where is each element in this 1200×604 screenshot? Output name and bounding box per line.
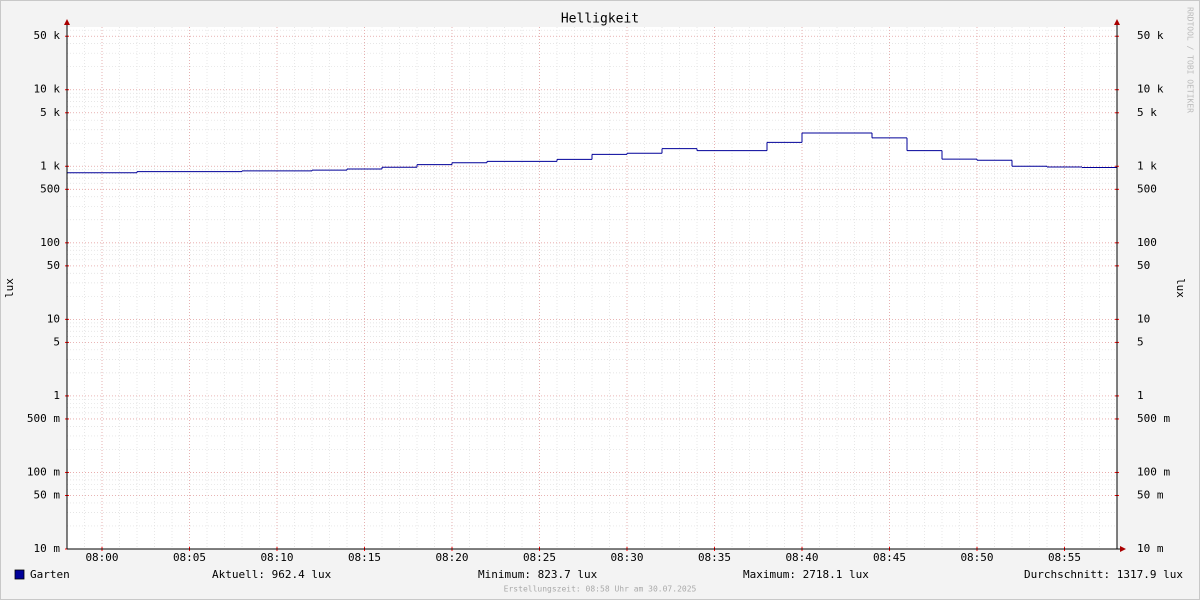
- y-tick-label: 5 k: [40, 106, 60, 119]
- y-tick-label: 50 m: [34, 488, 61, 501]
- y-tick-label: 500 m: [27, 412, 60, 425]
- y-tick-label: 10: [47, 312, 60, 325]
- y-tick-label-right: 100: [1137, 236, 1157, 249]
- grid: [65, 27, 1119, 551]
- x-tick-label: 08:20: [435, 551, 468, 564]
- x-tick-label: 08:40: [785, 551, 818, 564]
- legend-stat: Durchschnitt: 1317.9 lux: [1024, 568, 1183, 581]
- x-tick-label: 08:00: [85, 551, 118, 564]
- y-tick-label-right: 100 m: [1137, 465, 1170, 478]
- y-tick-label-right: 500: [1137, 182, 1157, 195]
- y-tick-label-right: 10 m: [1137, 542, 1164, 555]
- watermark: RRDTOOL / TOBI OETIKER: [1186, 7, 1195, 113]
- x-tick-label: 08:50: [960, 551, 993, 564]
- y-tick-label: 10 k: [34, 83, 61, 96]
- x-tick-label: 08:30: [610, 551, 643, 564]
- x-tick-label: 08:55: [1048, 551, 1081, 564]
- marks: [67, 132, 1117, 174]
- y-tick-label: 1: [53, 389, 60, 402]
- footer: Erstellungszeit: 08:58 Uhr am 30.07.2025: [504, 585, 697, 594]
- y-tick-label-right: 10: [1137, 312, 1150, 325]
- y-tick-label-right: 1 k: [1137, 159, 1157, 172]
- y-tick-label-right: 50 m: [1137, 488, 1164, 501]
- legend-label: Garten: [30, 568, 70, 581]
- y-tick-label-right: 50: [1137, 259, 1150, 272]
- y-tick-label: 10 m: [34, 542, 61, 555]
- y-tick-label-right: 5 k: [1137, 106, 1157, 119]
- y-tick-label-right: 50 k: [1137, 29, 1164, 42]
- x-tick-label: 08:05: [173, 551, 206, 564]
- axis-arrow: [1114, 19, 1120, 25]
- y-axis-label-right: lux: [1174, 278, 1187, 298]
- y-tick-label: 50 k: [34, 29, 61, 42]
- y-tick-label-right: 5: [1137, 335, 1144, 348]
- chart-title: Helligkeit: [561, 12, 639, 27]
- axis-arrow: [1120, 546, 1126, 552]
- y-tick-label: 500: [40, 182, 60, 195]
- legend-stat: Minimum: 823.7 lux: [478, 568, 598, 581]
- y-axis-label: lux: [3, 278, 16, 298]
- legend-stat: Aktuell: 962.4 lux: [212, 568, 332, 581]
- y-tick-label: 100 m: [27, 465, 60, 478]
- x-tick-label: 08:35: [698, 551, 731, 564]
- x-tick-label: 08:45: [873, 551, 906, 564]
- axis-arrow: [64, 19, 70, 25]
- legend-swatch: [14, 569, 25, 580]
- y-tick-label-right: 500 m: [1137, 412, 1170, 425]
- y-tick-label-right: 10 k: [1137, 83, 1164, 96]
- x-tick-label: 08:25: [523, 551, 556, 564]
- y-tick-label: 50: [47, 259, 60, 272]
- y-tick-label: 1 k: [40, 159, 60, 172]
- y-tick-label: 5: [53, 335, 60, 348]
- x-tick-label: 08:10: [260, 551, 293, 564]
- y-tick-label-right: 1: [1137, 389, 1144, 402]
- x-tick-label: 08:15: [348, 551, 381, 564]
- y-tick-label: 100: [40, 236, 60, 249]
- legend-stat: Maximum: 2718.1 lux: [743, 568, 869, 581]
